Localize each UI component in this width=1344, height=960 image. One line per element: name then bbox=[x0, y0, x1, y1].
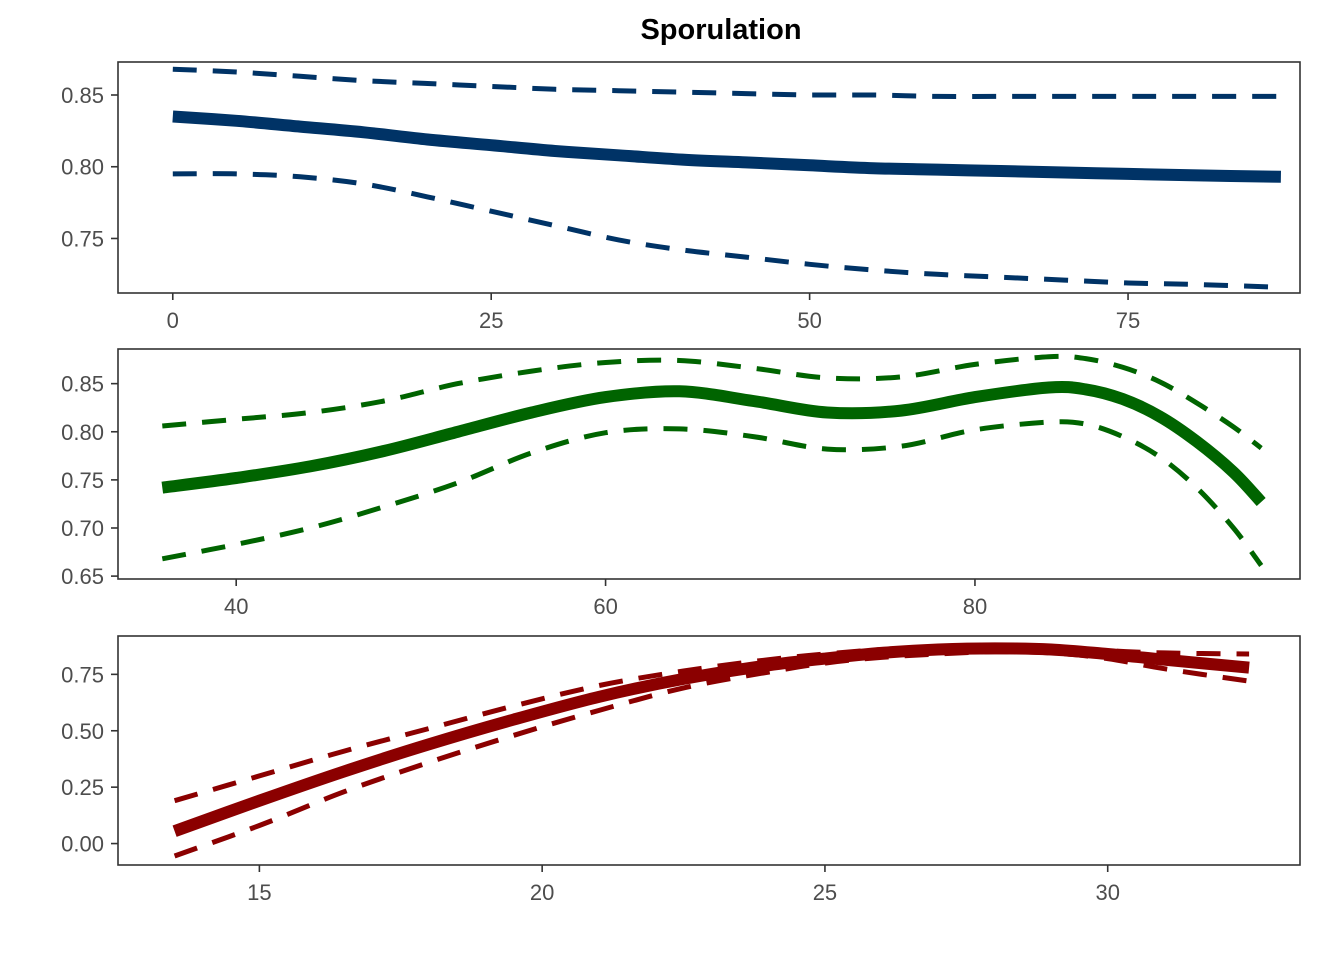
panel-border bbox=[117, 635, 1301, 866]
x-tick-label: 80 bbox=[963, 594, 987, 619]
y-tick-label: 0.25 bbox=[61, 775, 104, 800]
x-tick-label: 75 bbox=[1116, 308, 1140, 333]
y-tick-label: 0.80 bbox=[61, 155, 104, 180]
x-tick-label: 0 bbox=[167, 308, 179, 333]
chart-panels: 0 25 50 75 0.75 0.80 0.85 40 60 80 0.65 0.70 0.75 0.8… bbox=[61, 61, 1301, 905]
fit-line bbox=[172, 642, 1250, 837]
x-tick-label: 30 bbox=[1095, 880, 1119, 905]
fit-line bbox=[161, 380, 1266, 507]
x-tick-label: 60 bbox=[593, 594, 617, 619]
panel-border bbox=[117, 348, 1301, 580]
panel-2: 40 60 80 0.65 0.70 0.75 0.80 0.85 bbox=[61, 348, 1301, 619]
y-tick-label: 0.70 bbox=[61, 516, 104, 541]
panel-border bbox=[117, 61, 1301, 294]
upper-ci-line bbox=[173, 643, 1250, 804]
x-tick-label: 15 bbox=[247, 880, 271, 905]
y-tick-label: 0.50 bbox=[61, 719, 104, 744]
lower-ci-line bbox=[172, 171, 1281, 290]
lower-ci-line bbox=[173, 649, 1250, 859]
y-tick-label: 0.85 bbox=[61, 372, 104, 397]
series-lines bbox=[161, 353, 1266, 567]
series-lines bbox=[172, 642, 1250, 859]
x-tick-label: 25 bbox=[479, 308, 503, 333]
series-lines bbox=[172, 66, 1282, 290]
y-tick-label: 0.65 bbox=[61, 564, 104, 589]
y-tick-label: 0.75 bbox=[61, 662, 104, 687]
y-tick-label: 0.00 bbox=[61, 832, 104, 857]
x-tick-label: 25 bbox=[813, 880, 837, 905]
x-tick-label: 20 bbox=[530, 880, 554, 905]
panel-3: 15 20 25 30 0.00 0.25 0.50 0.75 bbox=[61, 635, 1301, 905]
x-tick-label: 40 bbox=[224, 594, 248, 619]
chart-title: Sporulation bbox=[640, 14, 801, 46]
y-tick-label: 0.75 bbox=[61, 226, 104, 251]
x-tick-label: 50 bbox=[797, 308, 821, 333]
y-tick-label: 0.85 bbox=[61, 83, 104, 108]
lower-ci-line bbox=[161, 419, 1264, 567]
fit-line bbox=[172, 110, 1282, 183]
upper-ci-line bbox=[162, 353, 1263, 451]
y-tick-label: 0.75 bbox=[61, 468, 104, 493]
panel-1: 0 25 50 75 0.75 0.80 0.85 bbox=[61, 61, 1301, 333]
y-tick-label: 0.80 bbox=[61, 420, 104, 445]
